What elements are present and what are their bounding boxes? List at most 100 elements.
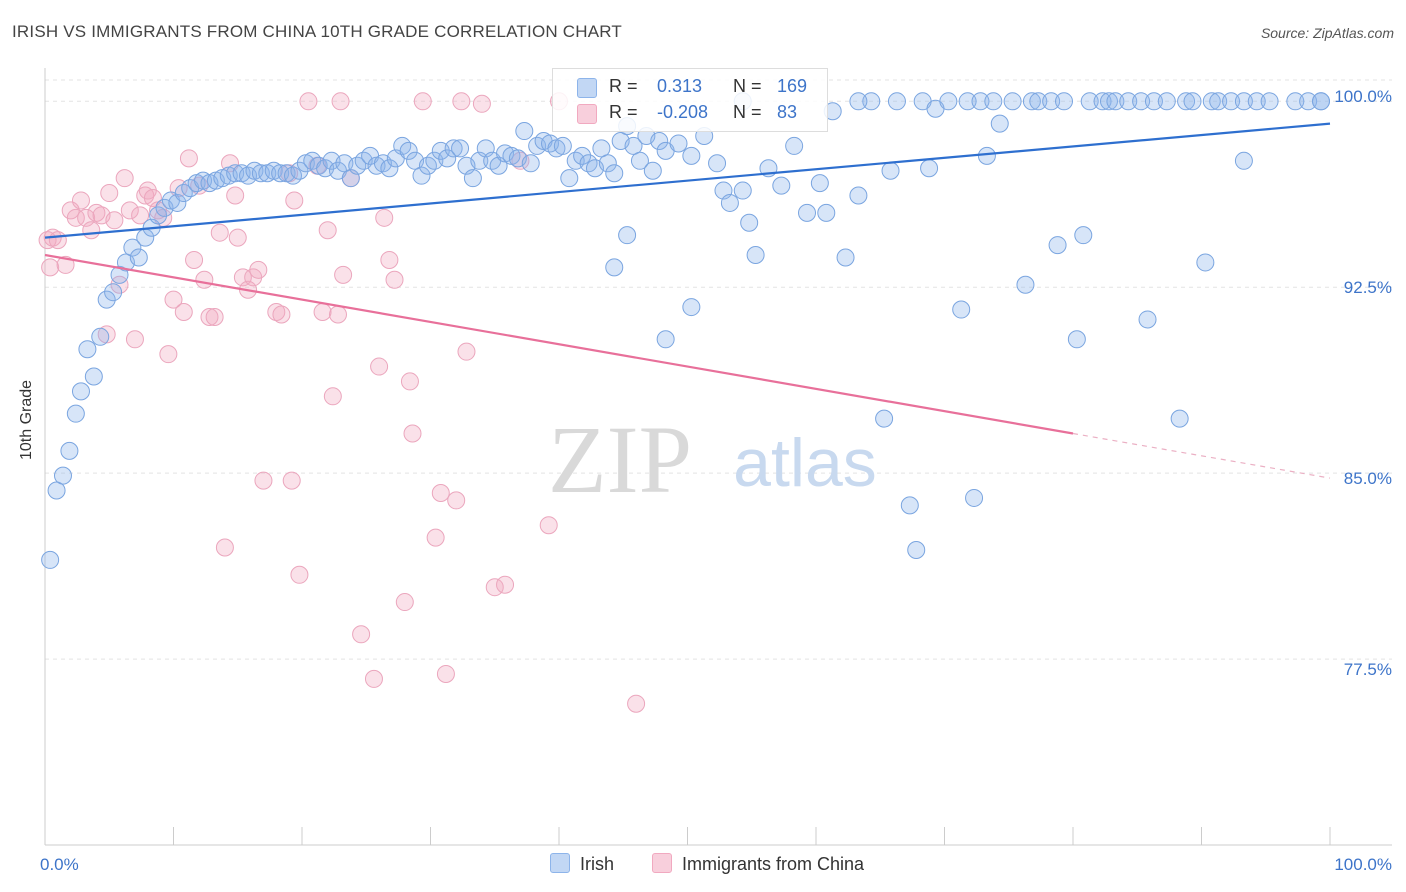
legend-item-china: Immigrants from China xyxy=(652,853,864,875)
irish-point xyxy=(849,92,868,111)
irish-point xyxy=(463,169,482,188)
irish-point xyxy=(1183,92,1202,111)
china-point xyxy=(352,625,371,644)
irish-point xyxy=(605,164,624,183)
irish-point xyxy=(168,193,187,212)
china-point xyxy=(380,250,399,269)
china-point xyxy=(400,372,419,391)
irish-point xyxy=(1055,92,1074,111)
irish-point xyxy=(438,149,457,168)
irish-point xyxy=(1067,330,1086,349)
axes xyxy=(44,68,1392,846)
irish-point xyxy=(900,496,919,515)
irish-point xyxy=(1202,92,1221,111)
china-point xyxy=(395,593,414,612)
irish-point xyxy=(399,141,418,160)
irish-point xyxy=(971,92,990,111)
irish-point xyxy=(1312,92,1331,111)
irish-point xyxy=(412,166,431,185)
irish-point xyxy=(630,151,649,170)
irish-point xyxy=(643,161,662,180)
irish-point xyxy=(1138,310,1157,329)
n-value: 169 xyxy=(777,76,808,96)
watermark: ZIP atlas xyxy=(548,406,877,513)
china-point xyxy=(100,184,119,203)
china-point xyxy=(105,211,124,230)
china-point xyxy=(447,491,466,510)
irish-point xyxy=(66,404,85,423)
irish-point xyxy=(1106,92,1125,111)
irish-point xyxy=(669,134,688,153)
irish-point xyxy=(952,300,971,319)
china-trend-line xyxy=(44,253,1074,435)
china-point xyxy=(38,231,57,250)
china-point xyxy=(210,223,229,242)
n-label: N = xyxy=(733,76,762,96)
irish-point xyxy=(720,193,739,212)
irish-point xyxy=(881,161,900,180)
china-point xyxy=(413,92,432,111)
irish-point xyxy=(1209,92,1228,111)
china-point xyxy=(185,250,204,269)
irish-point xyxy=(592,139,611,158)
irish-point xyxy=(84,367,103,386)
china-point xyxy=(403,424,422,443)
china-points xyxy=(38,92,646,713)
china-point xyxy=(272,305,291,324)
irish-point xyxy=(984,92,1003,111)
irish-point xyxy=(41,550,60,569)
china-point xyxy=(56,255,75,274)
irish-point xyxy=(605,258,624,277)
china-point xyxy=(249,260,268,279)
chart-source: Source: ZipAtlas.com xyxy=(1260,25,1394,41)
irish-point xyxy=(1099,92,1118,111)
china-point xyxy=(511,151,530,170)
china-point xyxy=(328,305,347,324)
irish-point xyxy=(708,154,727,173)
irish-point xyxy=(1042,92,1061,111)
irish-point xyxy=(1157,92,1176,111)
irish-point xyxy=(1003,92,1022,111)
china-point xyxy=(318,221,337,240)
irish-point xyxy=(598,154,617,173)
legend-label-china: Immigrants from China xyxy=(682,854,865,874)
irish-point xyxy=(798,203,817,222)
china-point xyxy=(228,228,247,247)
china-swatch-icon xyxy=(577,104,597,124)
china-point xyxy=(120,201,139,220)
n-value: 83 xyxy=(777,102,798,122)
irish-point xyxy=(47,481,66,500)
irish-point xyxy=(560,169,579,188)
china-point xyxy=(82,221,101,240)
china-point xyxy=(313,303,332,322)
china-point xyxy=(115,169,134,188)
irish-point xyxy=(1234,92,1253,111)
irish-point xyxy=(1222,92,1241,111)
china-point xyxy=(41,258,60,277)
irish-point xyxy=(939,92,958,111)
irish-point xyxy=(977,146,996,165)
irish-point xyxy=(624,136,643,155)
china-point xyxy=(159,345,178,364)
irish-point xyxy=(1286,92,1305,111)
r-label: R = xyxy=(609,76,638,96)
china-point xyxy=(375,208,394,227)
irish-point xyxy=(1029,92,1048,111)
irish-point xyxy=(1177,92,1196,111)
irish-point xyxy=(740,213,759,232)
irish-point xyxy=(733,181,752,200)
irish-point xyxy=(785,136,804,155)
irish-point xyxy=(1196,253,1215,272)
irish-point xyxy=(618,226,637,245)
irish-point xyxy=(1234,151,1253,170)
irish-point xyxy=(965,488,984,507)
irish-point xyxy=(746,246,765,265)
irish-point xyxy=(1074,226,1093,245)
irish-point xyxy=(817,203,836,222)
china-point xyxy=(299,92,318,111)
irish-point xyxy=(515,122,534,141)
irish-swatch-icon xyxy=(550,853,570,873)
china-point xyxy=(215,538,234,557)
irish-point xyxy=(60,441,79,460)
china-point xyxy=(290,565,309,584)
